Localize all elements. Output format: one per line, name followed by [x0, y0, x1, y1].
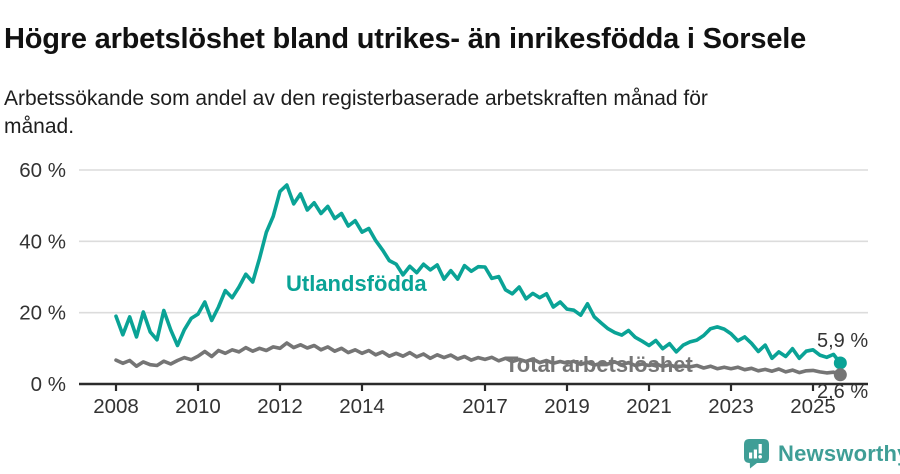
svg-text:2019: 2019 — [544, 395, 590, 418]
chart-subtitle: Arbetssökande som andel av den registerb… — [4, 85, 864, 141]
svg-text:20 %: 20 % — [19, 302, 66, 325]
svg-text:60 %: 60 % — [19, 159, 66, 182]
x-tick-labels: 2008 2010 2012 2014 2017 2019 2021 2023 2025 — [93, 395, 836, 418]
subtitle-line-2: månad. — [4, 115, 75, 138]
svg-text:0 %: 0 % — [31, 373, 66, 396]
svg-text:2014: 2014 — [339, 395, 385, 418]
end-dot-total-arbetsl-shet — [833, 368, 847, 382]
newsworthy-logo-icon — [744, 439, 769, 469]
x-axis — [79, 382, 868, 391]
end-value-label-total: 2,6 % — [817, 381, 869, 403]
page-title: Högre arbetslöshet bland utrikes- än inr… — [4, 23, 807, 56]
svg-text:40 %: 40 % — [19, 230, 66, 253]
newsworthy-brand: Newsworthy — [744, 439, 900, 469]
svg-text:2008: 2008 — [93, 395, 139, 418]
svg-text:2023: 2023 — [708, 395, 754, 418]
svg-text:2021: 2021 — [626, 395, 672, 418]
end-value-label-utlandsfodda: 5,9 % — [817, 330, 869, 352]
series-label-utlandsfodda: Utlandsfödda — [286, 271, 427, 296]
series-line-total-arbetsl-shet — [114, 341, 843, 377]
y-gridlines — [79, 169, 868, 314]
y-tick-labels: 0 % 20 % 40 % 60 % — [19, 159, 66, 396]
svg-text:2017: 2017 — [462, 395, 508, 418]
svg-text:2010: 2010 — [175, 395, 221, 418]
series-line-utlandsf-dda — [114, 183, 843, 365]
end-dot-utlandsf-dda — [833, 356, 847, 370]
subtitle-line-1: Arbetssökande som andel av den registerb… — [4, 87, 708, 110]
brand-name-text: Newsworthy — [778, 441, 900, 466]
svg-text:2025: 2025 — [790, 395, 836, 418]
svg-text:2012: 2012 — [257, 395, 303, 418]
series-label-total-arbetsloshet: Total arbetslöshet — [505, 352, 693, 377]
